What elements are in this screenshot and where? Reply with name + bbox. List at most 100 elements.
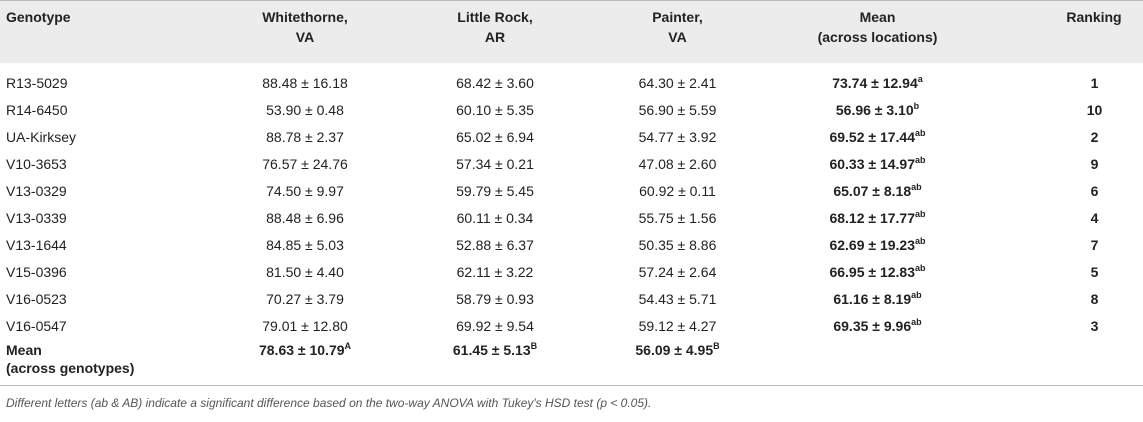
significance-letter: A <box>344 341 352 351</box>
cell: 78.63 ± 10.79A <box>200 339 410 386</box>
cell: 58.79 ± 0.93 <box>456 290 534 307</box>
empty-cell <box>980 339 1143 386</box>
significance-letter: ab <box>915 208 926 219</box>
genotype: V13-1644 <box>6 236 67 253</box>
cell: 65.07 ± 8.18ab <box>775 177 980 204</box>
footer-row: Mean (across genotypes) 78.63 ± 10.79A 61.4… <box>0 339 1143 386</box>
cell: 79.01 ± 12.80 <box>262 317 348 334</box>
ranking: 3 <box>1090 317 1099 334</box>
cell: 62.69 ± 19.23ab <box>775 231 980 258</box>
cell: 65.02 ± 6.94 <box>456 128 534 145</box>
cell-value: 69.52 ± 17.44 <box>829 128 915 145</box>
cell: 76.57 ± 24.76 <box>262 155 348 172</box>
ranking: 1 <box>1090 74 1099 91</box>
header-text: VA <box>668 29 687 45</box>
data-table: Genotype Whitethorne, VA Little Rock, AR Pain… <box>0 0 1143 386</box>
genotype: V16-0523 <box>6 290 67 307</box>
cell: 55.75 ± 1.56 <box>638 209 717 226</box>
cell: 62.11 ± 3.22 <box>456 263 534 280</box>
cell: 60.11 ± 0.34 <box>456 209 534 226</box>
table-row: V16-0547 79.01 ± 12.80 69.92 ± 9.54 59.12 ±… <box>0 312 1143 339</box>
significance-letter: ab <box>915 262 926 273</box>
cell-value: 56.96 ± 3.10 <box>835 101 914 118</box>
genotype: UA-Kirksey <box>6 128 77 145</box>
empty-cell <box>775 339 980 386</box>
cell: 57.24 ± 2.64 <box>638 263 717 280</box>
header-text: (across locations) <box>817 29 938 45</box>
cell-value: 66.95 ± 12.83 <box>829 263 915 280</box>
cell: 54.77 ± 3.92 <box>638 128 717 145</box>
cell: 50.35 ± 8.86 <box>638 236 717 253</box>
cell-value: 65.07 ± 8.18 <box>833 182 912 199</box>
cell: 68.12 ± 17.77ab <box>775 204 980 231</box>
cell-value: 78.63 ± 10.79 <box>258 342 345 358</box>
significance-letter: ab <box>915 154 926 165</box>
genotype: V13-0329 <box>6 182 67 199</box>
cell-value: 62.69 ± 19.23 <box>829 236 915 253</box>
cell: 88.48 ± 16.18 <box>262 74 348 91</box>
significance-letter: ab <box>915 235 926 246</box>
table-body: R13-5029 88.48 ± 16.18 68.42 ± 3.60 64.30 ±… <box>0 63 1143 386</box>
ranking: 9 <box>1090 155 1099 172</box>
footer-label-text: Mean <box>6 342 42 358</box>
cell: 60.33 ± 14.97ab <box>775 150 980 177</box>
ranking: 10 <box>1086 101 1103 118</box>
genotype: V16-0547 <box>6 317 67 334</box>
significance-letter: ab <box>915 127 926 138</box>
cell: 68.42 ± 3.60 <box>456 74 534 91</box>
cell: 59.12 ± 4.27 <box>638 317 717 334</box>
cell: 88.78 ± 2.37 <box>266 128 344 145</box>
cell: 57.34 ± 0.21 <box>456 155 534 172</box>
cell: 54.43 ± 5.71 <box>638 290 717 307</box>
cell-value: 60.33 ± 14.97 <box>829 155 915 172</box>
footer-label: Mean (across genotypes) <box>0 339 200 386</box>
column-header: Ranking <box>980 0 1143 63</box>
cell-value: 61.45 ± 5.13 <box>452 342 531 358</box>
table-row: R14-6450 53.90 ± 0.48 60.10 ± 5.35 56.90 ± … <box>0 96 1143 123</box>
cell: 64.30 ± 2.41 <box>638 74 717 91</box>
cell: 47.08 ± 2.60 <box>638 155 717 172</box>
significance-letter: B <box>713 341 720 351</box>
table-row: V13-1644 84.85 ± 5.03 52.88 ± 6.37 50.35 ± … <box>0 231 1143 258</box>
genotype: V10-3653 <box>6 155 67 172</box>
genotype: R13-5029 <box>6 74 68 91</box>
column-header: Painter, VA <box>580 0 775 63</box>
table-row: UA-Kirksey 88.78 ± 2.37 65.02 ± 6.94 54.77 … <box>0 123 1143 150</box>
cell: 73.74 ± 12.94a <box>775 63 980 96</box>
header-row: Genotype Whitethorne, VA Little Rock, AR Pain… <box>0 0 1143 63</box>
footer-label-text: (across genotypes) <box>6 360 135 376</box>
ranking: 5 <box>1090 263 1099 280</box>
cell-value: 61.16 ± 8.19 <box>833 290 912 307</box>
cell: 60.92 ± 0.11 <box>639 182 716 199</box>
cell-value: 69.35 ± 9.96 <box>833 317 912 334</box>
column-header: Whitethorne, VA <box>200 0 410 63</box>
significance-letter: b <box>913 100 920 111</box>
header-text: Genotype <box>6 9 71 25</box>
cell: 56.90 ± 5.59 <box>638 101 717 118</box>
cell: 69.52 ± 17.44ab <box>775 123 980 150</box>
cell: 69.92 ± 9.54 <box>456 317 534 334</box>
table-row: V13-0339 88.48 ± 6.96 60.11 ± 0.34 55.75 ± … <box>0 204 1143 231</box>
cell-value: 73.74 ± 12.94 <box>832 74 918 91</box>
column-header: Little Rock, AR <box>410 0 580 63</box>
significance-letter: ab <box>911 316 922 327</box>
table-row: V13-0329 74.50 ± 9.97 59.79 ± 5.45 60.92 ± … <box>0 177 1143 204</box>
table-row: V15-0396 81.50 ± 4.40 62.11 ± 3.22 57.24 ± … <box>0 258 1143 285</box>
header-text: Whitethorne, <box>262 9 348 25</box>
significance-letter: ab <box>911 181 922 192</box>
cell-value: 56.09 ± 4.95 <box>635 342 714 358</box>
table-row: V10-3653 76.57 ± 24.76 57.34 ± 0.21 47.08 ±… <box>0 150 1143 177</box>
ranking: 4 <box>1090 209 1099 226</box>
header-text: Ranking <box>1066 9 1122 25</box>
cell: 56.09 ± 4.95B <box>580 339 775 386</box>
cell: 69.35 ± 9.96ab <box>775 312 980 339</box>
header-text: AR <box>484 29 506 45</box>
cell: 81.50 ± 4.40 <box>266 263 344 280</box>
ranking: 7 <box>1090 236 1099 253</box>
genotype: V15-0396 <box>6 263 67 280</box>
ranking: 6 <box>1090 182 1099 199</box>
cell: 53.90 ± 0.48 <box>266 101 344 118</box>
table-row: R13-5029 88.48 ± 16.18 68.42 ± 3.60 64.30 ±… <box>0 63 1143 96</box>
cell: 61.45 ± 5.13B <box>410 339 580 386</box>
